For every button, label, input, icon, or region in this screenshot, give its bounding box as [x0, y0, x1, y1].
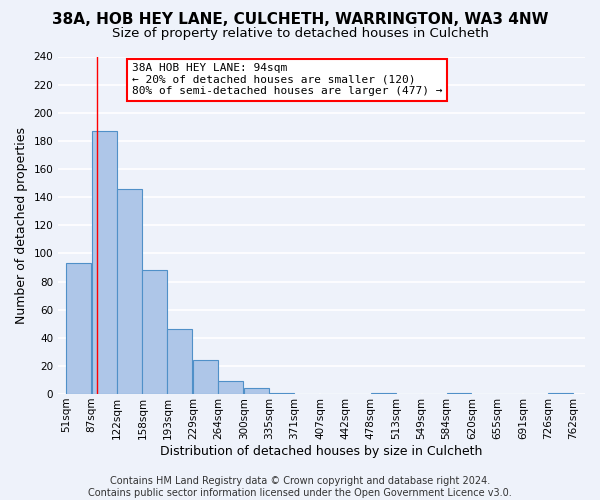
Bar	[371, 392, 396, 394]
Bar	[218, 382, 243, 394]
Bar	[142, 270, 167, 394]
Bar	[92, 131, 117, 394]
Text: Size of property relative to detached houses in Culcheth: Size of property relative to detached ho…	[112, 28, 488, 40]
Y-axis label: Number of detached properties: Number of detached properties	[15, 127, 28, 324]
Text: Contains HM Land Registry data © Crown copyright and database right 2024.
Contai: Contains HM Land Registry data © Crown c…	[88, 476, 512, 498]
Bar	[193, 360, 218, 394]
X-axis label: Distribution of detached houses by size in Culcheth: Distribution of detached houses by size …	[160, 444, 483, 458]
Bar	[117, 188, 142, 394]
Bar	[269, 392, 294, 394]
Bar	[167, 330, 193, 394]
Text: 38A HOB HEY LANE: 94sqm
← 20% of detached houses are smaller (120)
80% of semi-d: 38A HOB HEY LANE: 94sqm ← 20% of detache…	[132, 64, 442, 96]
Bar	[548, 392, 573, 394]
Bar	[66, 263, 91, 394]
Bar	[446, 392, 472, 394]
Text: 38A, HOB HEY LANE, CULCHETH, WARRINGTON, WA3 4NW: 38A, HOB HEY LANE, CULCHETH, WARRINGTON,…	[52, 12, 548, 28]
Bar	[244, 388, 269, 394]
